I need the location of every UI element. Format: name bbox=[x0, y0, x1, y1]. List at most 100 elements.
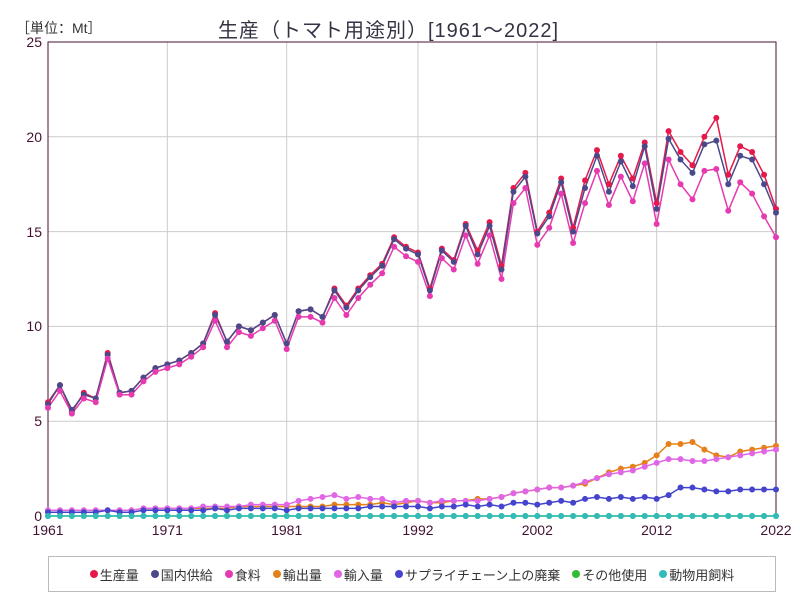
series-marker bbox=[606, 496, 612, 502]
series-marker bbox=[200, 344, 206, 350]
series-marker bbox=[164, 365, 170, 371]
series-marker bbox=[140, 513, 146, 519]
series-marker bbox=[606, 189, 612, 195]
series-marker bbox=[630, 513, 636, 519]
series-marker bbox=[248, 327, 254, 333]
series-marker bbox=[475, 504, 481, 510]
series-marker bbox=[689, 170, 695, 176]
series-marker bbox=[582, 479, 588, 485]
series-marker bbox=[534, 230, 540, 236]
series-marker bbox=[331, 492, 337, 498]
series-marker bbox=[678, 157, 684, 163]
y-tick-label: 15 bbox=[12, 224, 42, 240]
series-marker bbox=[534, 486, 540, 492]
series-marker bbox=[129, 392, 135, 398]
series-marker bbox=[737, 143, 743, 149]
series-marker bbox=[618, 153, 624, 159]
series-marker bbox=[654, 460, 660, 466]
legend-marker-icon bbox=[572, 570, 580, 578]
series-marker bbox=[367, 513, 373, 519]
series-marker bbox=[522, 185, 528, 191]
legend-label: 輸入量 bbox=[344, 565, 383, 584]
series-marker bbox=[475, 261, 481, 267]
series-marker bbox=[272, 312, 278, 318]
series-marker bbox=[666, 456, 672, 462]
series-marker bbox=[558, 498, 564, 504]
series-marker bbox=[391, 504, 397, 510]
series-marker bbox=[308, 306, 314, 312]
series-marker bbox=[522, 488, 528, 494]
series-marker bbox=[284, 346, 290, 352]
series-marker bbox=[284, 502, 290, 508]
series-marker bbox=[761, 449, 767, 455]
series-marker bbox=[117, 392, 123, 398]
series-marker bbox=[546, 485, 552, 491]
series-marker bbox=[439, 255, 445, 261]
chart-svg bbox=[0, 0, 800, 600]
series-marker bbox=[701, 134, 707, 140]
y-tick-label: 25 bbox=[12, 34, 42, 50]
series-marker bbox=[403, 498, 409, 504]
series-marker bbox=[618, 469, 624, 475]
legend-marker-icon bbox=[659, 570, 667, 578]
series-marker bbox=[654, 452, 660, 458]
series-marker bbox=[510, 200, 516, 206]
series-marker bbox=[487, 232, 493, 238]
series-marker bbox=[522, 174, 528, 180]
series-marker bbox=[379, 513, 385, 519]
series-marker bbox=[499, 494, 505, 500]
series-marker bbox=[678, 441, 684, 447]
series-marker bbox=[666, 157, 672, 163]
legend-label: 国内供給 bbox=[161, 565, 213, 584]
series-marker bbox=[701, 458, 707, 464]
series-marker bbox=[761, 172, 767, 178]
series-marker bbox=[725, 208, 731, 214]
series-marker bbox=[499, 513, 505, 519]
series-marker bbox=[236, 513, 242, 519]
series-marker bbox=[630, 496, 636, 502]
x-tick-label: 1992 bbox=[398, 522, 438, 538]
series-marker bbox=[296, 513, 302, 519]
x-tick-label: 2022 bbox=[756, 522, 796, 538]
legend-marker-icon bbox=[273, 570, 281, 578]
series-marker bbox=[188, 513, 194, 519]
series-marker bbox=[379, 270, 385, 276]
series-marker bbox=[260, 505, 266, 511]
series-marker bbox=[749, 513, 755, 519]
series-marker bbox=[713, 166, 719, 172]
series-marker bbox=[272, 505, 278, 511]
series-marker bbox=[689, 458, 695, 464]
series-marker bbox=[439, 504, 445, 510]
y-tick-label: 10 bbox=[12, 318, 42, 334]
series-marker bbox=[272, 318, 278, 324]
series-marker bbox=[654, 513, 660, 519]
series-marker bbox=[487, 513, 493, 519]
series-marker bbox=[57, 388, 63, 394]
series-marker bbox=[558, 191, 564, 197]
series-marker bbox=[343, 513, 349, 519]
series-marker bbox=[367, 282, 373, 288]
series-marker bbox=[355, 494, 361, 500]
series-marker bbox=[737, 452, 743, 458]
series-marker bbox=[45, 405, 51, 411]
legend-item: 輸出量 bbox=[273, 565, 322, 584]
series-marker bbox=[463, 223, 469, 229]
legend-marker-icon bbox=[395, 570, 403, 578]
series-marker bbox=[749, 486, 755, 492]
series-marker bbox=[678, 181, 684, 187]
legend-label: その他使用 bbox=[582, 565, 647, 584]
series-marker bbox=[331, 295, 337, 301]
series-marker bbox=[200, 513, 206, 519]
series-marker bbox=[224, 507, 230, 513]
series-marker bbox=[284, 340, 290, 346]
series-marker bbox=[749, 191, 755, 197]
series-marker bbox=[367, 274, 373, 280]
series-marker bbox=[701, 513, 707, 519]
series-marker bbox=[284, 513, 290, 519]
series-marker bbox=[212, 505, 218, 511]
series-marker bbox=[105, 356, 111, 362]
series-marker bbox=[761, 181, 767, 187]
series-marker bbox=[451, 267, 457, 273]
series-marker bbox=[666, 492, 672, 498]
series-marker bbox=[678, 485, 684, 491]
